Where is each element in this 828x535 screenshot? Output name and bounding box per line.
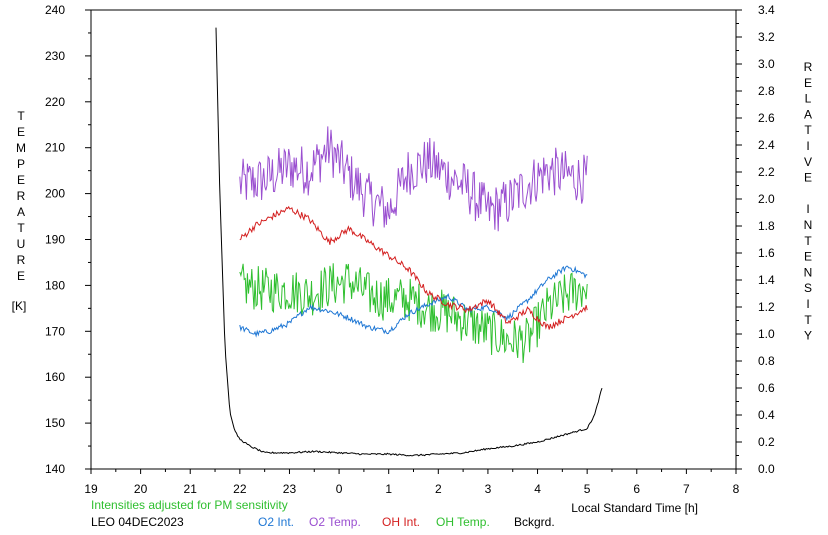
series-line-o2temp [239,126,588,232]
x-tick-label: 23 [283,482,297,496]
y-left-tick-label: 210 [45,141,65,155]
y-right-tick-label: 0.2 [758,435,775,449]
x-tick-label: 3 [485,482,492,496]
right-axis-letter: T [804,313,812,327]
right-axis-letter: I [806,202,809,216]
right-axis-letter: V [804,155,812,169]
left-axis-letter: E [17,173,25,187]
x-tick-label: 21 [184,482,198,496]
y-right-tick-label: 3.4 [758,3,775,17]
x-tick-label: 19 [84,482,98,496]
y-right-tick-label: 1.6 [758,246,775,260]
y-right-tick-label: 2.8 [758,84,775,98]
right-axis-letter: E [804,250,812,264]
legend-entry: O2 Temp. [309,515,361,529]
right-axis-letter: T [804,234,812,248]
y-left-tick-label: 230 [45,49,65,63]
right-axis-letter: L [805,92,812,106]
y-right-tick-label: 2.2 [758,165,775,179]
x-axis-label: Local Standard Time [h] [571,501,698,515]
x-tick-label: 2 [435,482,442,496]
x-tick-label: 4 [534,482,541,496]
y-left-tick-label: 140 [45,462,65,476]
right-axis-letter: I [806,139,809,153]
right-axis-letter: Y [804,329,812,343]
legend-entry: OH Int. [382,515,420,529]
right-axis-letter: S [804,281,812,295]
left-axis-letter: T [17,109,25,123]
y-left-tick-label: 200 [45,187,65,201]
y-left-tick-label: 160 [45,370,65,384]
legend-entry: Bckgrd. [514,515,555,529]
x-tick-label: 0 [336,482,343,496]
left-axis-letter: R [17,189,26,203]
y-right-tick-label: 1.2 [758,300,775,314]
left-axis-letter: A [17,205,25,219]
left-axis-letter: U [17,237,26,251]
right-axis-letter: I [806,297,809,311]
y-right-tick-label: 3.0 [758,57,775,71]
left-axis-letter: E [17,125,25,139]
y-left-tick-label: 180 [45,278,65,292]
left-axis-letter: P [17,157,25,171]
right-axis-letter: A [804,107,812,121]
series-group [215,27,603,457]
y-left-tick-label: 220 [45,95,65,109]
left-axis-letter: M [16,141,26,155]
y-right-tick-label: 3.2 [758,30,775,44]
left-axis-letter: R [17,253,26,267]
y-right-tick-label: 0.0 [758,462,775,476]
x-tick-label: 1 [385,482,392,496]
y-right-tick-label: 0.4 [758,408,775,422]
left-axis-unit: [K] [12,299,27,313]
legend-entry: OH Temp. [436,515,490,529]
x-tick-label: 6 [633,482,640,496]
right-axis-letter: N [804,218,813,232]
right-axis-letter: N [804,265,813,279]
series-line-ohint [239,205,588,330]
x-tick-label: 7 [683,482,690,496]
y-right-tick-label: 1.4 [758,273,775,287]
legend-entry: O2 Int. [258,515,294,529]
series-line-ohtemp [239,263,588,364]
series-line-bckgrd [215,27,603,457]
labels-group: 19 20 21 22 23 0 1 2 3 4 5 6 7 8140150160170180190200… [16,3,813,496]
y-left-tick-label: 190 [45,233,65,247]
x-tick-label: 8 [733,482,740,496]
x-tick-label: 22 [233,482,247,496]
legend: O2 Int. O2 Temp. OH Int. OH Temp. Bckgrd. [258,515,555,529]
x-tick-label: 20 [134,482,148,496]
y-right-tick-label: 2.0 [758,192,775,206]
series-line-o2int [239,265,588,338]
pm-sensitivity-note: Intensities adjusted for PM sensitivity [91,498,288,512]
y-right-tick-label: 2.6 [758,111,775,125]
y-right-tick-label: 1.0 [758,327,775,341]
y-left-tick-label: 150 [45,416,65,430]
axes [85,9,742,474]
x-tick-label: 5 [584,482,591,496]
y-left-tick-label: 170 [45,324,65,338]
y-right-tick-label: 2.4 [758,138,775,152]
y-right-tick-label: 1.8 [758,219,775,233]
y-right-tick-label: 0.8 [758,354,775,368]
right-axis-letter: E [804,171,812,185]
station-label: LEO 04DEC2023 [91,515,184,529]
y-left-tick-label: 240 [45,3,65,17]
plot-frame [90,9,737,470]
left-axis-letter: T [17,221,25,235]
right-axis-letter: T [804,123,812,137]
left-axis-letter: E [17,269,25,283]
right-axis-letter: R [804,60,813,74]
right-axis-letter: E [804,76,812,90]
y-right-tick-label: 0.6 [758,381,775,395]
